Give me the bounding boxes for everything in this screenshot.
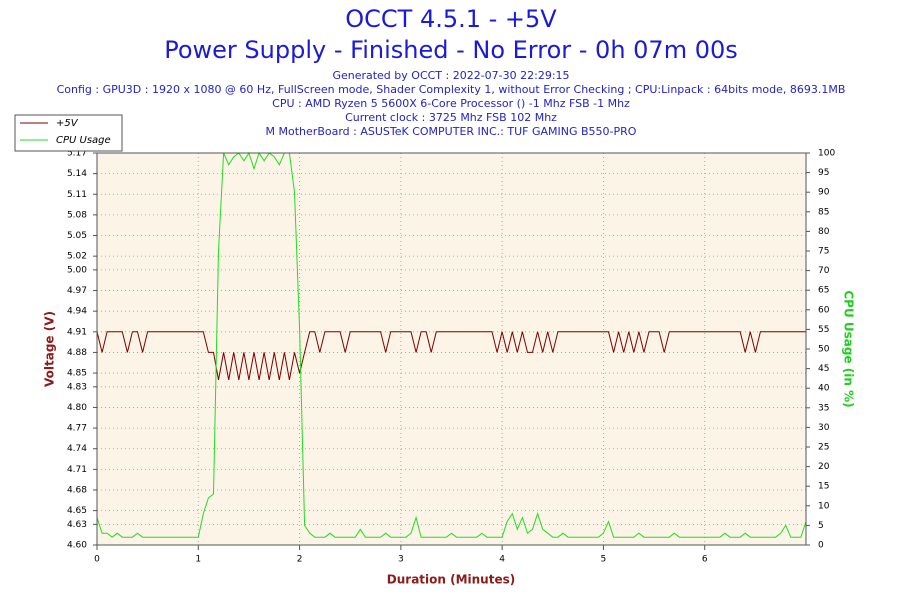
y-tick-label: 4.97 (67, 286, 87, 296)
y2-axis-title: CPU Usage (in %) (842, 290, 856, 407)
y2-tick-label: 30 (818, 423, 830, 433)
y-tick-label: 5.08 (67, 210, 87, 220)
x-tick-label: 0 (94, 555, 100, 565)
info-line: Config : GPU3D : 1920 x 1080 @ 60 Hz, Fu… (57, 83, 846, 96)
y2-tick-label: 85 (818, 207, 829, 217)
y2-tick-label: 25 (818, 443, 829, 453)
series-line (96, 151, 807, 538)
y2-tick-label: 90 (818, 188, 830, 198)
x-tick-label: 2 (297, 555, 303, 565)
y-tick-label: 5.02 (67, 252, 87, 262)
y-axis-title: Voltage (V) (43, 311, 57, 387)
y-tick-label: 4.71 (67, 465, 87, 475)
y-tick-label: 4.91 (67, 327, 87, 337)
info-line: M MotherBoard : ASUSTeK COMPUTER INC.: T… (266, 125, 637, 138)
y2-tick-label: 65 (818, 286, 829, 296)
y-tick-label: 4.60 (67, 541, 87, 551)
y-tick-label: 4.83 (67, 382, 87, 392)
y2-tick-label: 45 (818, 364, 829, 374)
y-tick-label: 4.65 (67, 506, 87, 516)
y-tick-label: 5.00 (67, 265, 87, 275)
y2-tick-label: 80 (818, 227, 830, 237)
chart-subtitle: Power Supply - Finished - No Error - 0h … (164, 36, 738, 64)
y2-tick-label: 95 (818, 168, 829, 178)
x-tick-label: 5 (601, 555, 607, 565)
y-tick-label: 5.17 (67, 149, 87, 159)
y-tick-label: 4.94 (67, 307, 87, 317)
chart-title: OCCT 4.5.1 - +5V (345, 5, 557, 33)
legend-label: CPU Usage (56, 135, 111, 146)
y2-tick-label: 60 (818, 305, 830, 315)
y2-tick-label: 10 (818, 501, 830, 511)
y-tick-label: 4.63 (67, 520, 87, 530)
info-line: CPU : AMD Ryzen 5 5600X 6-Core Processor… (272, 97, 630, 110)
info-line: Generated by OCCT : 2022-07-30 22:29:15 (332, 69, 569, 82)
legend-box (14, 114, 123, 152)
legend-label: +5V (56, 118, 79, 129)
x-tick-label: 1 (195, 555, 201, 565)
y-tick-label: 5.11 (67, 190, 87, 200)
series-line (96, 331, 806, 380)
y2-tick-label: 35 (818, 403, 829, 413)
y2-tick-label: 15 (818, 482, 829, 492)
y-tick-label: 4.68 (67, 485, 87, 495)
x-tick-label: 6 (702, 555, 708, 565)
y2-tick-label: 20 (818, 462, 830, 472)
info-line: Current clock : 3725 Mhz FSB 102 Mhz (345, 111, 557, 124)
y-tick-label: 4.80 (67, 403, 87, 413)
y2-tick-label: 55 (818, 325, 829, 335)
y-tick-label: 4.74 (67, 444, 87, 454)
y2-tick-label: 5 (818, 521, 824, 531)
y2-tick-label: 40 (818, 384, 830, 394)
y2-tick-label: 75 (818, 247, 829, 257)
y2-tick-label: 50 (818, 345, 830, 355)
y-tick-label: 4.77 (67, 424, 87, 434)
y2-tick-label: 70 (818, 266, 830, 276)
x-axis-title: Duration (Minutes) (387, 573, 515, 587)
x-tick-label: 3 (398, 555, 404, 565)
y-tick-label: 4.85 (67, 369, 87, 379)
y2-tick-label: 0 (818, 541, 824, 551)
plot-area (97, 153, 806, 545)
y-tick-label: 4.88 (67, 348, 87, 358)
y2-tick-label: 100 (818, 149, 835, 159)
y-tick-label: 5.05 (67, 231, 87, 241)
x-tick-label: 4 (499, 555, 505, 565)
plot-frame (96, 152, 807, 546)
y-tick-label: 5.14 (67, 169, 87, 179)
